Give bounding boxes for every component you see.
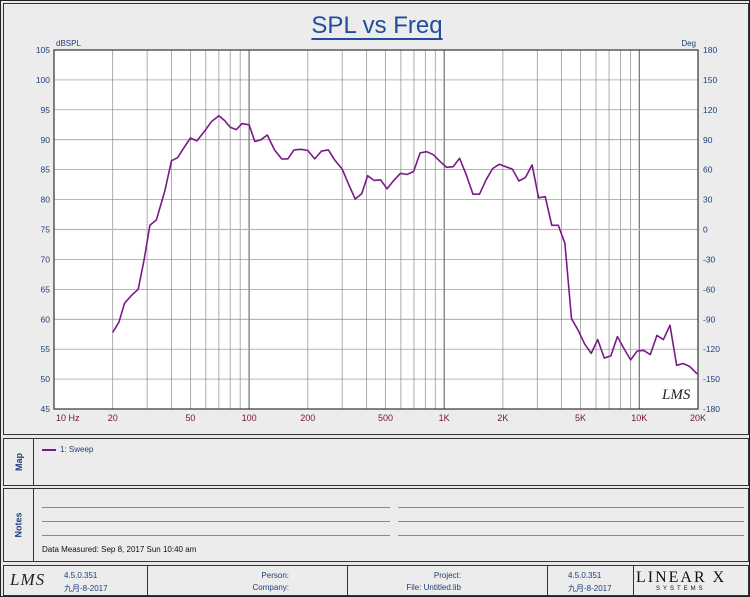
y2-tick-label: 120	[703, 105, 717, 115]
spl-chart: 45 50 55 60 65 70 75 80 85 90 95 100 105 -180 -150 -120…	[36, 39, 720, 423]
note-line[interactable]	[398, 507, 744, 508]
person-label: Person:	[261, 571, 289, 580]
legend-label: 1: Sweep	[60, 445, 94, 454]
footer-version-cell: 4.5.0.351 九月-8-2017	[548, 566, 634, 595]
legend-item-sweep[interactable]: 1: Sweep	[42, 445, 93, 454]
note-line[interactable]	[398, 521, 744, 522]
version-right: 4.5.0.351	[568, 571, 602, 580]
note-line[interactable]	[42, 535, 390, 536]
footer-project-cell: Project: File: Untitled.lib	[348, 566, 548, 595]
linearx-logo: LINEAR X	[636, 569, 727, 586]
data-measured: Data Measured: Sep 8, 2017 Sun 10:40 am	[42, 545, 197, 554]
y2-tick-label: 90	[703, 135, 713, 145]
note-line[interactable]	[398, 535, 744, 536]
date-left: 九月-8-2017	[64, 584, 108, 593]
x-tick-label: 5K	[575, 413, 586, 423]
y2-tick-label: 60	[703, 165, 713, 175]
notes-tab[interactable]: Notes	[4, 489, 34, 561]
map-panel: Map 1: Sweep	[3, 438, 749, 486]
y-tick-label: 100	[36, 75, 50, 85]
x-tick-label: 500	[378, 413, 393, 423]
y-tick-label: 45	[41, 404, 51, 414]
y2-tick-label: -120	[703, 344, 720, 354]
lms-watermark: LMS	[661, 387, 691, 403]
y-tick-label: 75	[41, 225, 51, 235]
y-tick-label: 55	[41, 344, 51, 354]
notes-panel: Notes Data Measured: Sep 8, 2017 Sun 10:…	[3, 488, 749, 562]
x-tick-label: 20	[108, 413, 118, 423]
y-tick-label: 80	[41, 195, 51, 205]
date-right: 九月-8-2017	[568, 584, 612, 593]
y-tick-label: 95	[41, 105, 51, 115]
y-axis-label: dBSPL	[56, 39, 81, 48]
y-tick-label: 70	[41, 254, 51, 264]
y2-tick-label: -150	[703, 374, 720, 384]
y2-tick-label: -180	[703, 404, 720, 414]
footer: LMS 4.5.0.351 九月-8-2017 Person: Company:…	[3, 565, 749, 596]
y-tick-label: 60	[41, 314, 51, 324]
y-tick-label: 90	[41, 135, 51, 145]
x-tick-label: 10K	[631, 413, 647, 423]
x-tick-label: 1K	[439, 413, 450, 423]
y2-tick-label: -60	[703, 284, 716, 294]
x-tick-label: 2K	[497, 413, 508, 423]
y-tick-label: 65	[41, 284, 51, 294]
y2-tick-label: -30	[703, 254, 716, 264]
version-left: 4.5.0.351	[64, 571, 98, 580]
footer-left-cell: LMS 4.5.0.351 九月-8-2017	[4, 566, 148, 595]
y2-tick-label: -90	[703, 314, 716, 324]
legend-swatch	[42, 448, 56, 451]
y-tick-label: 85	[41, 165, 51, 175]
project-label: Project:	[433, 571, 461, 580]
x-tick-label: 100	[242, 413, 257, 423]
lms-logo: LMS	[10, 570, 46, 589]
x-tick-label: 20K	[690, 413, 706, 423]
chart-panel: 45 50 55 60 65 70 75 80 85 90 95 100 105 -180 -150 -120…	[3, 3, 749, 435]
chart-title: SPL vs Freq	[311, 12, 443, 39]
file-label: File: Untitled.lib	[406, 583, 461, 592]
y2-tick-label: 180	[703, 45, 717, 55]
company-label: Company:	[252, 583, 289, 592]
x-tick-label: 50	[185, 413, 195, 423]
y-tick-label: 50	[41, 374, 51, 384]
y2-tick-label: 0	[703, 225, 708, 235]
y2-tick-label: 30	[703, 195, 713, 205]
y2-tick-label: 150	[703, 75, 717, 85]
series-line-sweep	[112, 115, 699, 375]
plot-border	[53, 49, 699, 410]
x-tick-label: 10 Hz	[56, 413, 80, 423]
linearx-systems: SYSTEMS	[656, 586, 706, 592]
y2-axis-label: Deg	[681, 39, 696, 48]
y-tick-label: 105	[36, 45, 50, 55]
x-tick-label: 200	[300, 413, 315, 423]
note-line[interactable]	[42, 507, 390, 508]
map-tab[interactable]: Map	[4, 439, 34, 485]
footer-person-cell: Person: Company:	[148, 566, 348, 595]
note-line[interactable]	[42, 521, 390, 522]
